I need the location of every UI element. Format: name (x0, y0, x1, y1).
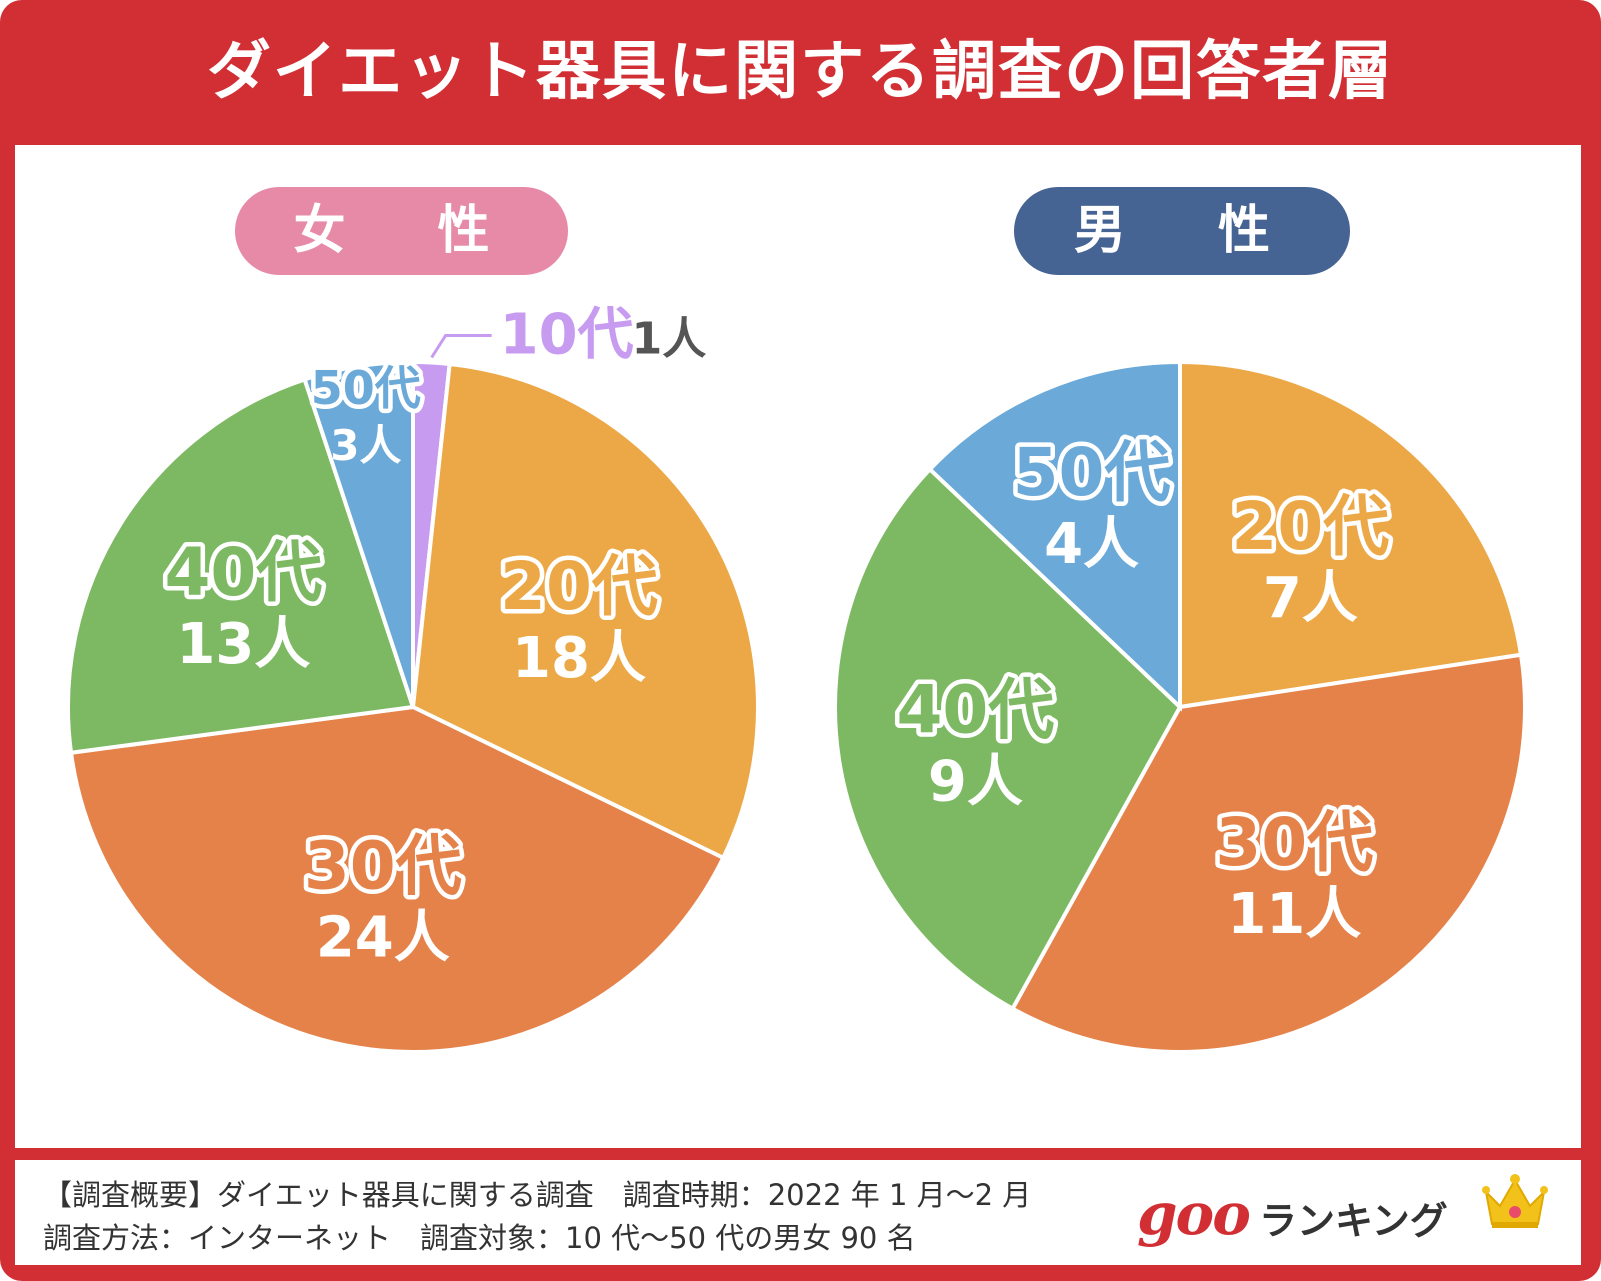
footer: 【調査概要】ダイエット器具に関する調査 調査時期：2022 年 1 月〜2 月 … (15, 1160, 1581, 1265)
slice-label-category: 30代 (304, 827, 462, 904)
slice-label-category: 30代 (1215, 804, 1373, 881)
pie-slice-30代 (68, 704, 726, 1054)
slice-label-category: 50代 (311, 361, 421, 415)
pie-slice-50代 (302, 359, 415, 708)
female-label: 女 性 (235, 187, 568, 275)
pie-slice-40代 (833, 466, 1183, 1012)
brand-ranking: ランキング (1258, 1199, 1448, 1243)
slice-label-count: 4人 (1044, 512, 1139, 577)
slice-label-category: 20代 (1231, 488, 1389, 565)
goo-ranking-logo: goo ランキング (1137, 1180, 1448, 1250)
slice-label-count: 9人 (928, 749, 1023, 814)
slice-label-category: 20代 (500, 548, 658, 625)
slice-label-category: 10代 (500, 302, 634, 367)
slice-label-category: 50代 (1013, 434, 1171, 511)
slice-label-count: 24人 (316, 905, 450, 970)
slice-label-count: 18人 (512, 626, 646, 691)
survey-summary: 【調査概要】ダイエット器具に関する調査 調査時期：2022 年 1 月〜2 月 (43, 1178, 1032, 1212)
slice-label-count: 3人 (330, 421, 401, 470)
page-title: ダイエット器具に関する調査の回答者層 (206, 35, 1395, 109)
pie-slice-20代 (1178, 359, 1524, 710)
slice-label-count: 11人 (1227, 882, 1361, 947)
slice-label-count: 1人 (632, 313, 707, 364)
pie-slice-50代 (927, 359, 1182, 712)
slice-label-category: 40代 (896, 671, 1054, 748)
pie-slice-30代 (1009, 652, 1527, 1054)
survey-method: 調査方法：インターネット 調査対象：10 代〜50 代の男女 90 名 (43, 1221, 916, 1255)
crown-icon (1482, 1174, 1548, 1228)
male-label: 男 性 (1014, 187, 1350, 275)
pie-slice-40代 (66, 376, 416, 756)
brand-goo: goo (1137, 1180, 1251, 1248)
slice-label-count: 13人 (176, 612, 310, 677)
slice-label-category: 40代 (164, 534, 322, 611)
callout-line (430, 333, 492, 359)
pie-slice-20代 (410, 361, 760, 861)
slice-label-count: 7人 (1263, 566, 1358, 631)
